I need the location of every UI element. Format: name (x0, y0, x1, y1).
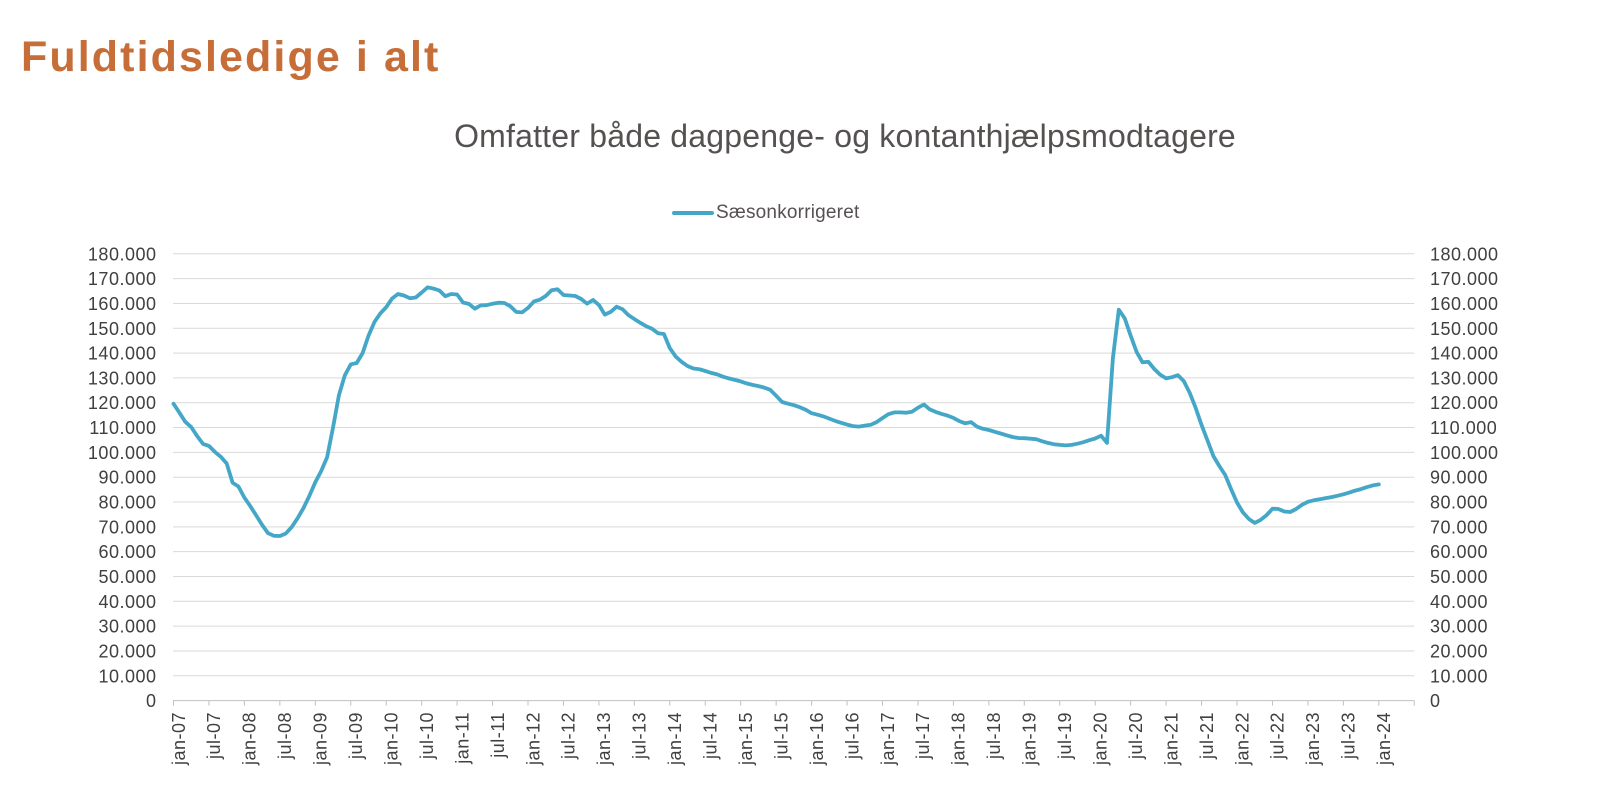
svg-text:jan-22: jan-22 (1232, 712, 1252, 766)
svg-text:jul-17: jul-17 (913, 712, 933, 760)
svg-text:90.000: 90.000 (1430, 468, 1488, 488)
svg-text:60.000: 60.000 (98, 542, 156, 562)
svg-text:130.000: 130.000 (88, 368, 157, 388)
svg-text:170.000: 170.000 (1430, 269, 1499, 289)
svg-text:0: 0 (1430, 691, 1441, 711)
svg-text:180.000: 180.000 (1430, 244, 1499, 264)
svg-text:jul-13: jul-13 (630, 712, 650, 760)
svg-text:10.000: 10.000 (98, 666, 156, 686)
svg-text:160.000: 160.000 (88, 294, 157, 314)
svg-text:120.000: 120.000 (88, 393, 157, 413)
svg-text:50.000: 50.000 (1430, 567, 1488, 587)
svg-text:jan-20: jan-20 (1091, 712, 1111, 766)
svg-text:140.000: 140.000 (1430, 344, 1499, 364)
svg-text:jul-09: jul-09 (346, 712, 366, 760)
svg-text:jan-17: jan-17 (878, 712, 898, 766)
svg-text:jul-07: jul-07 (204, 712, 224, 760)
svg-text:70.000: 70.000 (1430, 517, 1488, 537)
svg-text:30.000: 30.000 (98, 617, 156, 637)
svg-text:70.000: 70.000 (98, 517, 156, 537)
svg-text:80.000: 80.000 (98, 492, 156, 512)
svg-text:jan-14: jan-14 (665, 712, 685, 766)
svg-text:180.000: 180.000 (88, 244, 157, 264)
svg-text:0: 0 (146, 691, 157, 711)
svg-text:jan-13: jan-13 (594, 712, 614, 766)
svg-text:50.000: 50.000 (98, 567, 156, 587)
svg-text:170.000: 170.000 (88, 269, 157, 289)
svg-text:jul-20: jul-20 (1126, 712, 1146, 760)
svg-text:jan-19: jan-19 (1020, 712, 1040, 766)
svg-text:110.000: 110.000 (1430, 418, 1497, 438)
svg-text:30.000: 30.000 (1430, 617, 1488, 637)
svg-text:jul-23: jul-23 (1339, 712, 1359, 760)
svg-text:jul-12: jul-12 (559, 712, 579, 760)
svg-text:jul-10: jul-10 (417, 712, 437, 760)
svg-text:160.000: 160.000 (1430, 294, 1499, 314)
svg-text:60.000: 60.000 (1430, 542, 1488, 562)
svg-text:jul-14: jul-14 (701, 712, 721, 760)
svg-text:20.000: 20.000 (1430, 641, 1488, 661)
svg-text:jan-07: jan-07 (169, 712, 189, 766)
svg-text:jul-16: jul-16 (842, 712, 862, 760)
svg-text:100.000: 100.000 (1430, 443, 1499, 463)
svg-text:jan-10: jan-10 (382, 712, 402, 766)
svg-text:150.000: 150.000 (1430, 319, 1499, 339)
svg-text:jan-08: jan-08 (240, 712, 260, 766)
svg-text:130.000: 130.000 (1430, 368, 1499, 388)
svg-text:40.000: 40.000 (98, 592, 156, 612)
svg-text:jul-22: jul-22 (1268, 712, 1288, 760)
svg-text:jan-24: jan-24 (1374, 712, 1394, 766)
svg-text:jul-15: jul-15 (771, 712, 791, 760)
svg-text:jul-18: jul-18 (984, 712, 1004, 760)
svg-text:110.000: 110.000 (89, 418, 156, 438)
svg-text:140.000: 140.000 (88, 344, 157, 364)
svg-text:jan-09: jan-09 (311, 712, 331, 766)
svg-text:jan-18: jan-18 (949, 712, 969, 766)
svg-text:20.000: 20.000 (98, 641, 156, 661)
svg-text:jan-15: jan-15 (736, 712, 756, 766)
svg-text:90.000: 90.000 (98, 468, 156, 488)
svg-text:jan-21: jan-21 (1161, 712, 1181, 766)
svg-text:120.000: 120.000 (1430, 393, 1499, 413)
svg-text:jul-21: jul-21 (1197, 712, 1217, 760)
svg-text:40.000: 40.000 (1430, 592, 1488, 612)
svg-text:jul-19: jul-19 (1055, 712, 1075, 760)
svg-text:jan-23: jan-23 (1303, 712, 1323, 766)
svg-text:jan-11: jan-11 (452, 712, 472, 765)
svg-text:jul-08: jul-08 (275, 712, 295, 760)
svg-text:jul-11: jul-11 (488, 712, 508, 759)
svg-text:100.000: 100.000 (88, 443, 157, 463)
svg-text:jan-12: jan-12 (523, 712, 543, 766)
svg-text:150.000: 150.000 (88, 319, 157, 339)
svg-text:jan-16: jan-16 (807, 712, 827, 766)
svg-text:80.000: 80.000 (1430, 492, 1488, 512)
svg-text:10.000: 10.000 (1430, 666, 1488, 686)
